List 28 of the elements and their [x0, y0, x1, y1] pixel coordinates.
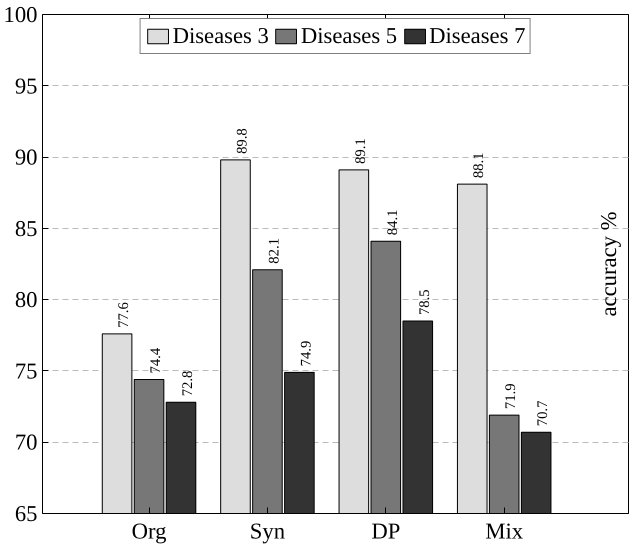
y-tick-label: 70	[14, 430, 38, 455]
x-tick-label: Mix	[485, 518, 524, 544]
data-label: 74.9	[298, 340, 314, 366]
data-label: 70.7	[535, 400, 552, 426]
data-label: 78.5	[416, 289, 433, 316]
y-tick-label: 75	[14, 358, 38, 384]
data-label: 82.1	[266, 238, 282, 264]
y-tick-label: 90	[14, 144, 38, 170]
legend-label: Diseases 3	[172, 23, 269, 49]
y-axis-title: accuracy %	[596, 211, 621, 317]
x-tick-label: Org	[132, 518, 166, 544]
y-tick-label: 95	[14, 73, 38, 98]
data-label: 77.6	[116, 302, 132, 328]
data-label: 74.4	[148, 347, 164, 374]
data-label: 89.8	[234, 128, 250, 154]
x-tick-label: DP	[371, 518, 400, 544]
y-tick-label: 65	[14, 501, 38, 526]
y-tick-label: 85	[14, 216, 38, 241]
data-label: 72.8	[180, 370, 196, 396]
data-label: 89.1	[352, 138, 369, 164]
data-label: 84.1	[384, 210, 401, 236]
legend-label: Diseases 5	[300, 23, 398, 49]
data-label: 88.1	[471, 152, 488, 178]
y-tick-label: 80	[14, 287, 38, 312]
data-label: 71.9	[503, 383, 520, 410]
y-tick-label: 100	[4, 2, 38, 27]
x-tick-label: Syn	[250, 518, 286, 544]
legend-label: Diseases 7	[429, 23, 526, 49]
